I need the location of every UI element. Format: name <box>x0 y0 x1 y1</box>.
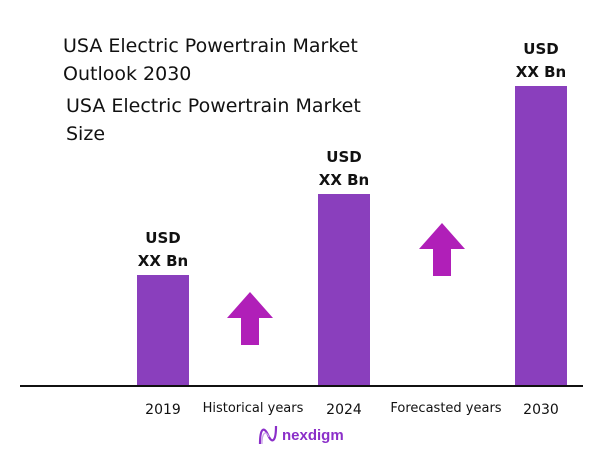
period-label: Historical years <box>203 401 304 416</box>
data-label-line2: XX Bn <box>138 252 188 270</box>
nexdigm-logo: nexdigm <box>258 424 344 446</box>
data-label-line1: USD <box>326 148 361 166</box>
brand-name: nexdigm <box>282 426 344 444</box>
x-tick-label: 2019 <box>145 402 181 418</box>
chart-title: USA Electric Powertrain Market Outlook 2… <box>63 35 358 85</box>
data-label-line2: XX Bn <box>319 171 369 189</box>
bar-2024 <box>318 194 370 386</box>
period-label: Forecasted years <box>390 401 501 416</box>
x-tick-label: 2024 <box>326 402 362 418</box>
bar-2019 <box>137 275 189 386</box>
nexdigm-logo-icon <box>258 425 278 445</box>
bar-2030 <box>515 86 567 386</box>
data-label-line1: USD <box>145 229 180 247</box>
up-arrow-icon <box>419 223 465 276</box>
chart-subtitle: USA Electric Powertrain Market Size <box>66 95 361 145</box>
x-tick-label: 2030 <box>523 402 559 418</box>
up-arrow-icon <box>227 292 273 345</box>
data-label-line2: XX Bn <box>516 63 566 81</box>
data-label-line1: USD <box>523 40 558 58</box>
